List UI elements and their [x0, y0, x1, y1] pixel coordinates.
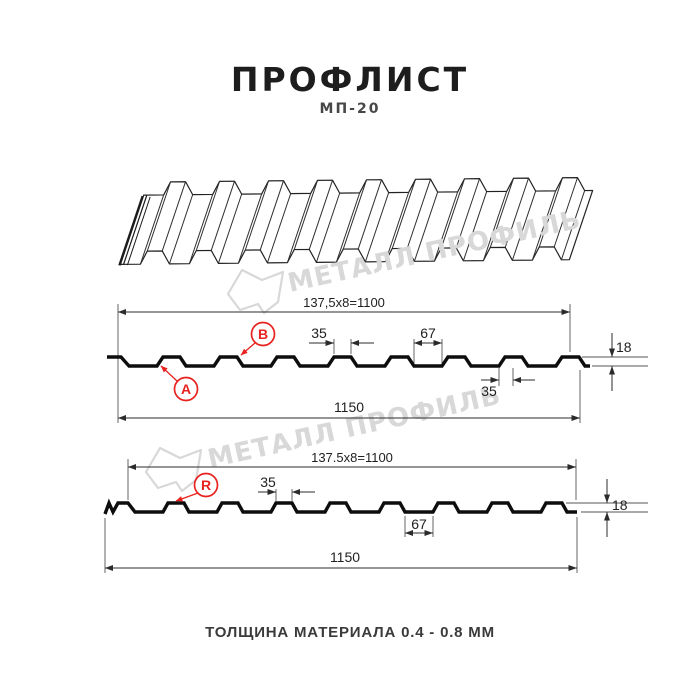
- dim-valley-value: 67: [411, 516, 427, 532]
- dim-height-value: 18: [612, 497, 628, 513]
- material-thickness-note: ТОЛЩИНА МАТЕРИАЛА 0.4 - 0.8 ММ: [205, 624, 495, 641]
- dim-rib-top-value: 35: [311, 325, 327, 341]
- callout-r-leader: [175, 492, 199, 502]
- dim-total-value: 1150: [330, 549, 360, 565]
- callout-r-label: R: [201, 477, 211, 493]
- profile-code: МП-20: [320, 101, 381, 117]
- dim-total-value: 1150: [334, 399, 364, 415]
- callout-a-label: A: [181, 381, 191, 397]
- profile-r-outline: [103, 498, 577, 516]
- dim-pitch-value: 137,5x8=1100: [303, 295, 385, 310]
- callout-a-circle: [173, 376, 199, 402]
- callout-b-label: B: [258, 326, 268, 342]
- sheet-cut-edge: [118, 195, 151, 266]
- page-title: ПРОФЛИСТ: [231, 60, 469, 99]
- dim-rib-bottom-value: 35: [481, 383, 497, 399]
- callout-r-circle: [193, 472, 219, 498]
- dim-rib-top-value: 35: [260, 474, 276, 490]
- callout-a: A: [160, 365, 199, 402]
- profile-r-section: 137.5x8=1100 35 67 18 1150 R: [103, 450, 648, 573]
- sheet-outline: [119, 177, 594, 266]
- profile-a-section: 137,5x8=1100 35 67 18 35 1150 A: [107, 295, 648, 423]
- callout-b: B: [240, 321, 276, 356]
- dim-pitch-value: 137.5x8=1100: [311, 450, 393, 465]
- callout-b-circle: [250, 321, 276, 347]
- callout-r: R: [175, 472, 219, 502]
- profile-a-outline: [107, 355, 590, 368]
- dim-valley-value: 67: [420, 325, 436, 341]
- callout-a-leader: [160, 365, 178, 382]
- callout-b-leader: [240, 342, 256, 356]
- perspective-view: [118, 177, 594, 266]
- dim-height-value: 18: [616, 339, 632, 355]
